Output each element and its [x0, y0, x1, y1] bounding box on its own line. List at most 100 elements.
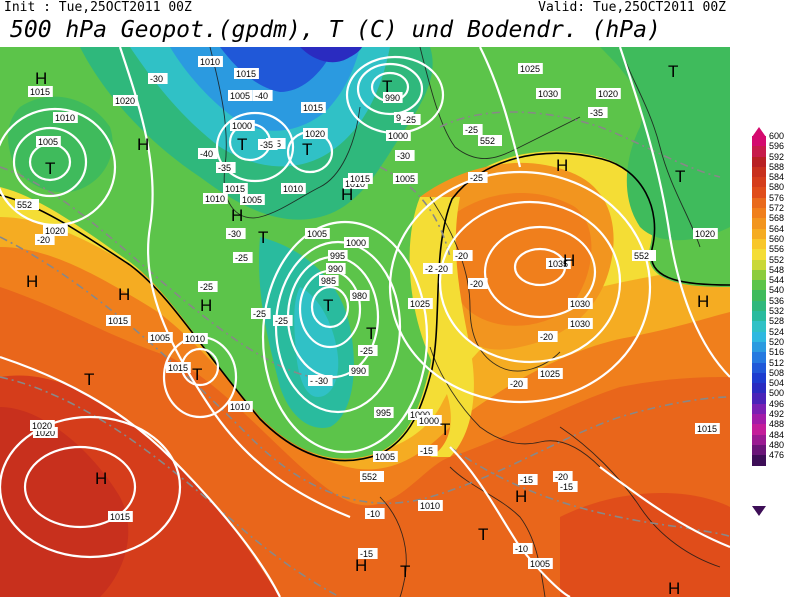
contour-552-label: 552: [634, 251, 649, 261]
pressure-label-box: [349, 365, 369, 376]
temperature-label: -25: [470, 173, 483, 183]
pressure-label: 1000: [232, 121, 252, 131]
temperature-label: -25: [235, 253, 248, 263]
pressure-label-box: [528, 558, 553, 569]
temperature-label: -25: [200, 282, 213, 292]
pressure-label-box: [393, 173, 418, 184]
temperature-label-box: [358, 345, 378, 356]
pressure-label: 1005: [150, 333, 170, 343]
pressure-label-box: [43, 225, 68, 236]
pressure-label: 1030: [570, 299, 590, 309]
legend-label: 484: [769, 429, 785, 440]
temperature-label: -40: [255, 91, 268, 101]
pressure-label-box: [28, 86, 53, 97]
temperature-label: -20: [470, 279, 483, 289]
low-pressure-marker: T: [440, 420, 450, 439]
legend-label: 560: [769, 233, 785, 244]
pressure-label-box: [319, 275, 339, 286]
legend-swatch: [752, 393, 766, 404]
legend-swatch: [752, 249, 766, 260]
pressure-label-box: [305, 228, 330, 239]
temperature-label-box: [553, 471, 573, 482]
temperature-label: -15: [420, 446, 433, 456]
pressure-label: 1010: [185, 334, 205, 344]
high-pressure-marker: H: [341, 185, 353, 204]
legend-label: 528: [769, 316, 785, 327]
pressure-label: 1000: [388, 131, 408, 141]
legend-label: 520: [769, 336, 785, 347]
legend-swatch: [752, 383, 766, 394]
low-pressure-marker: T: [302, 140, 312, 159]
pressure-label: 1015: [168, 363, 188, 373]
temperature-label: -40: [200, 149, 213, 159]
legend-swatch: [752, 372, 766, 384]
pressure-label: 1000: [419, 416, 439, 426]
temperature-label-box: [558, 481, 578, 492]
legend-swatch: [752, 424, 766, 435]
legend-swatch: [752, 238, 766, 250]
legend-swatch: [752, 331, 766, 342]
pressure-label: 1015: [30, 87, 50, 97]
legend-label: 556: [769, 244, 785, 255]
temperature-label-box: [233, 252, 253, 263]
pressure-label: 1020: [45, 226, 65, 236]
pressure-label: 990: [351, 366, 366, 376]
temperature-label: -15: [520, 475, 533, 485]
pressure-label: 995: [376, 408, 391, 418]
temperature-label-box: [358, 548, 378, 559]
low-pressure-marker: T: [478, 525, 488, 544]
temperature-label: -25: [360, 346, 373, 356]
temperature-label: -25: [465, 125, 478, 135]
pressure-label-box: [417, 415, 442, 426]
pressure-label: 1020: [305, 129, 325, 139]
legend-swatch: [752, 259, 766, 270]
legend-swatch: [752, 290, 766, 301]
temperature-label-box: [35, 234, 55, 245]
pressure-label: 1000: [346, 238, 366, 248]
pressure-label: 980: [352, 291, 367, 301]
temperature-label: -30: [397, 151, 410, 161]
pressure-label: 1010: [420, 501, 440, 511]
legend-swatch: [752, 321, 766, 332]
legend-arrow-up-icon: [752, 127, 766, 137]
header: Init : Tue,25OCT2011 00Z Valid: Tue,25OC…: [0, 0, 790, 48]
pressure-label: 1010: [283, 184, 303, 194]
map-canvas: 1000 1005 1015 1005 1020 1010 1005 1000 1015 1020…: [0, 47, 730, 597]
temperature-label: -20: [455, 251, 468, 261]
legend-swatch: [752, 197, 766, 209]
legend-label: 496: [769, 398, 785, 409]
low-pressure-marker: T: [382, 77, 392, 96]
legend-swatches: [752, 136, 766, 466]
low-pressure-marker: T: [84, 370, 94, 389]
pressure-label: 1010: [205, 194, 225, 204]
temperature-labels: -30-40-35-40-35-25-25-30-20-25-25-30-35-…: [35, 73, 608, 559]
temperature-label-box: [508, 378, 528, 389]
pressure-label: 1010: [200, 57, 220, 67]
temperature-label: -25: [253, 309, 266, 319]
legend-swatch: [752, 280, 766, 291]
pressure-label: 1005: [375, 452, 395, 462]
pressure-label-box: [374, 407, 394, 418]
legend-labels: 600 596 592 588 584 580 576 572 568 564 560 556 552 5…: [769, 131, 784, 461]
pressure-label-box: [228, 401, 253, 412]
pressure-label-box: [418, 500, 443, 511]
temperature-label-box: [198, 281, 218, 292]
legend-swatch: [752, 146, 766, 157]
init-time: Init : Tue,25OCT2011 00Z: [4, 0, 192, 15]
temperature-label: -25: [403, 115, 416, 125]
pressure-label: 1005: [395, 174, 415, 184]
temperature-label: -20: [37, 235, 50, 245]
legend-label: 596: [769, 141, 785, 152]
pressure-label: 1035: [548, 259, 568, 269]
pressure-label-box: [568, 298, 593, 309]
legend-swatch: [752, 414, 766, 425]
temperature-label: -20: [435, 264, 448, 274]
temperature-label-box: [433, 263, 453, 274]
pressure-label-box: [326, 263, 346, 274]
temperature-label-box: [513, 543, 533, 554]
temperature-label-box: [518, 474, 538, 485]
high-pressure-marker: H: [668, 579, 680, 597]
temperature-label: -20: [540, 332, 553, 342]
pressure-label-box: [230, 120, 255, 131]
legend-swatch: [752, 218, 766, 229]
